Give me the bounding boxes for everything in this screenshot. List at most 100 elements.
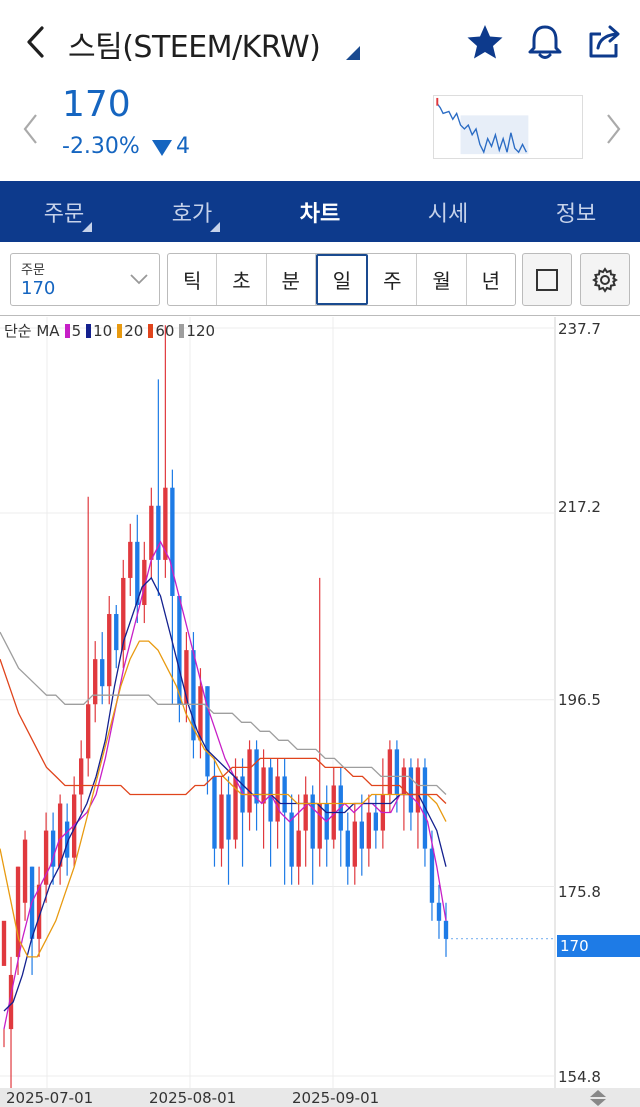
tab-order[interactable]: 주문 [0,181,128,242]
candle-body [310,794,315,849]
chevron-left-icon[interactable] [20,22,52,62]
tab-label: 호가 [171,201,213,227]
candle-body [387,749,393,795]
candle-body [205,686,210,777]
bell-icon[interactable] [525,22,565,62]
tab-quotes[interactable]: 시세 [384,181,512,242]
next-arrow-icon[interactable] [602,112,624,146]
candle-body [114,614,119,651]
chart-controls: 주문 170 틱 초 분 일 주 월 년 [0,242,640,316]
y-tick-label: 217.2 [558,498,601,516]
y-tick-label: 196.5 [558,691,601,709]
tab-label: 정보 [555,201,597,227]
period-tick[interactable]: 틱 [168,254,218,305]
candle-body [177,595,182,705]
candle-body [50,830,56,867]
candle-body [86,704,91,759]
order-select-value: 170 [21,278,56,299]
period-year[interactable]: 년 [481,269,501,293]
candle-body [43,830,49,885]
period-second[interactable]: 초 [217,254,267,305]
candle-body [64,821,70,858]
candle-body [226,794,231,840]
candle-body [219,794,224,849]
candle-body [296,830,301,867]
period-month[interactable]: 월 [417,254,467,305]
legend-prefix: 단순 MA [4,322,60,340]
legend-swatch [179,323,185,338]
order-select[interactable]: 주문 170 [10,253,160,306]
period-minute[interactable]: 분 [267,254,316,305]
page-title[interactable]: 스팀(STEEM/KRW) [68,30,321,65]
main-tabs: 주문 호가 차트 시세 정보 [0,181,640,242]
legend-label: 20 [124,321,144,340]
x-axis: 2025-07-01 2025-08-01 2025-09-01 [0,1088,640,1107]
tab-label: 차트 [299,201,341,227]
legend-label: 5 [71,321,82,340]
legend-ma60[interactable]: 60 [148,322,174,340]
legend-ma20[interactable]: 20 [117,322,143,340]
candle-body [100,659,105,687]
candle-body [163,487,168,560]
tab-info[interactable]: 정보 [512,181,640,242]
y-tick-label: 175.8 [558,883,601,901]
ma-line-ma10 [3,576,447,1012]
legend-ma5[interactable]: 5 [64,321,82,340]
candle-body [149,505,154,560]
candle-body [198,686,203,741]
scroll-arrows-icon[interactable] [588,1090,608,1106]
candle-body [429,848,435,903]
legend-swatch [64,323,70,338]
tab-chart[interactable]: 차트 [256,181,384,242]
candle-body [142,559,147,606]
mini-chart[interactable] [433,95,583,159]
settings-button[interactable] [580,253,630,306]
candle-body [121,577,126,651]
fullscreen-button[interactable] [522,253,572,306]
price-chart[interactable]: 단순 MA 5 10 20 60 120 237.7 217.2 196.5 1… [0,317,640,1107]
period-day[interactable]: 일 [315,254,369,305]
candle-body [57,803,63,867]
prev-arrow-icon[interactable] [20,112,42,146]
candle-body [170,487,175,596]
candle-body [191,650,196,741]
candle-body [184,650,189,705]
star-icon[interactable] [465,22,505,62]
legend-swatch [148,323,154,338]
candle-body [317,803,322,849]
candle-body [345,830,350,867]
candle-body [352,821,357,867]
tab-label: 주문 [43,201,85,227]
candlestick-svg[interactable] [0,317,640,1107]
ma-line-ma60 [0,658,447,804]
legend-ma120[interactable]: 120 [179,322,215,340]
candle-body [128,541,133,578]
corner-icon [210,222,220,232]
candle-body [71,794,77,858]
legend-ma10[interactable]: 10 [86,322,112,340]
candle-body [303,794,308,831]
header: 스팀(STEEM/KRW) [0,0,640,84]
change-amount: 4 [176,134,190,159]
period-week[interactable]: 주 [368,254,418,305]
legend-label: 60 [155,321,175,340]
tab-orderbook[interactable]: 호가 [128,181,256,242]
change-percent: -2.30% [62,134,140,159]
order-select-label: 주문 [21,263,45,278]
legend-label: 120 [186,321,216,340]
candle-body [8,974,14,1030]
candle-body [247,749,252,813]
current-price: 170 [62,84,131,125]
square-icon [536,268,558,291]
x-tick-label: 2025-08-01 [149,1089,237,1107]
candle-body [275,776,280,822]
candle-body [415,767,421,813]
candle-body [107,614,112,687]
chevron-down-icon [130,274,148,285]
share-icon[interactable] [586,22,626,62]
candle-body [78,758,84,795]
caret-down-icon[interactable] [346,46,360,60]
period-selector: 틱 초 분 일 주 월 년 [167,253,516,306]
quote-panel: 170 -2.30% 4 [0,84,640,180]
gear-icon [592,266,618,293]
